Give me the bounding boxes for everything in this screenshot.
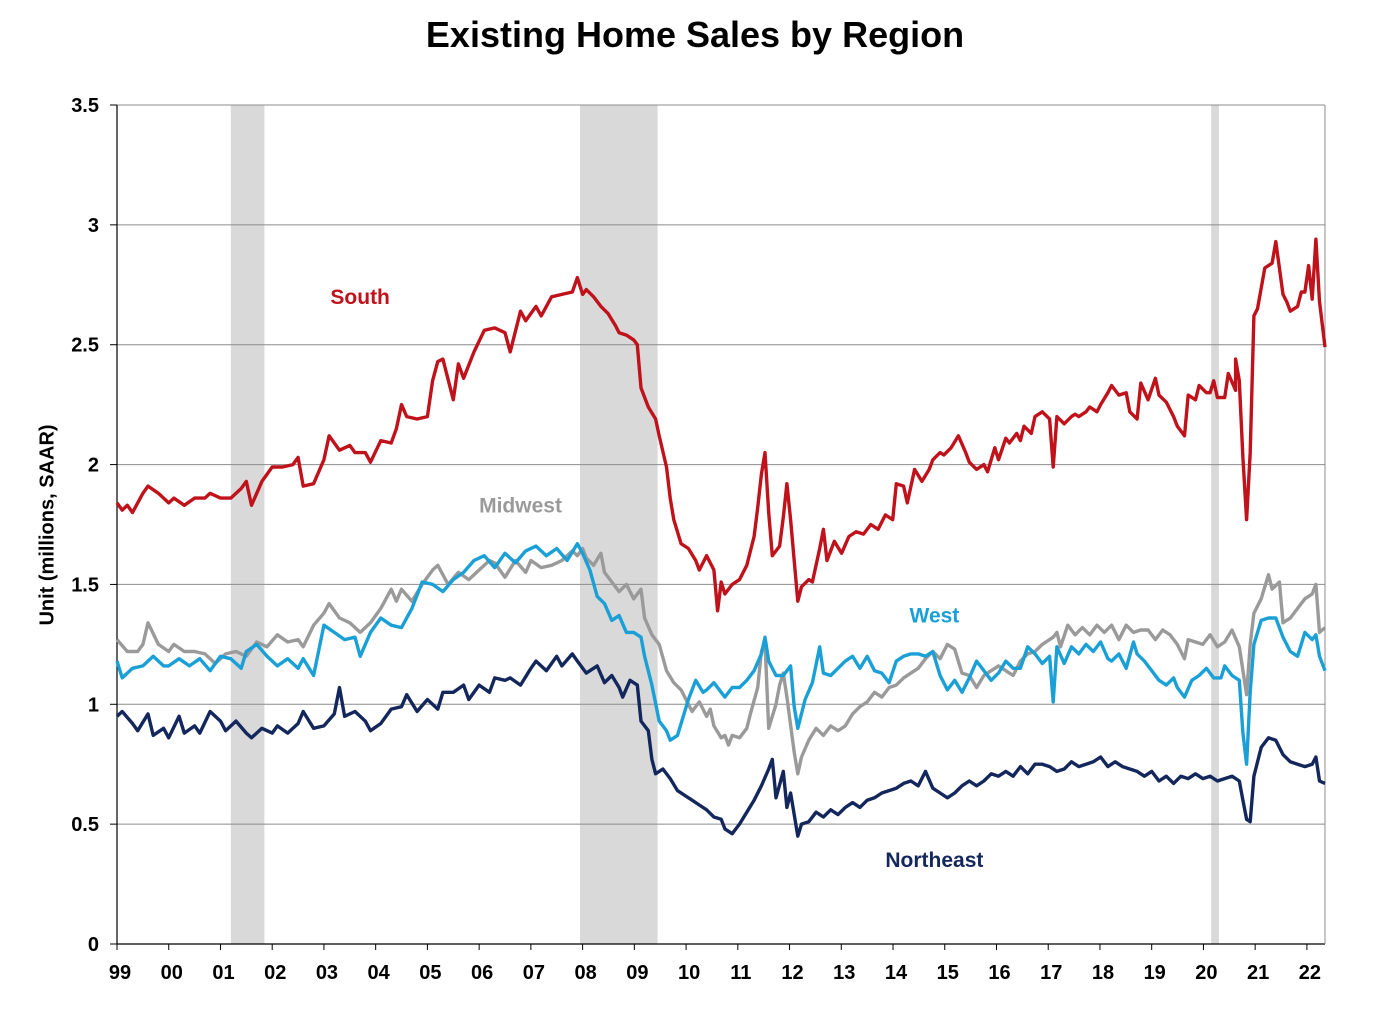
x-tick-label: 04 — [368, 962, 391, 984]
x-tick-label: 10 — [678, 962, 700, 984]
series-label-northeast: Northeast — [885, 849, 983, 872]
x-tick-label: 21 — [1247, 962, 1269, 984]
series-line-northeast — [115, 652, 1326, 838]
recession-band — [580, 105, 658, 944]
x-tick-label: 14 — [885, 962, 908, 984]
x-tick-label: 99 — [109, 962, 131, 984]
y-tick-label: 2.5 — [71, 335, 99, 357]
x-tick-label: 20 — [1195, 962, 1217, 984]
recession-band — [230, 105, 265, 944]
x-tick-label: 15 — [937, 962, 959, 984]
y-tick-label: 1 — [88, 694, 99, 716]
y-tick-label: 3 — [88, 215, 99, 237]
x-tick-label: 03 — [316, 962, 338, 984]
recession-band — [1211, 105, 1219, 944]
y-tick-label: 0.5 — [71, 814, 99, 836]
x-tick-label: 05 — [419, 962, 441, 984]
x-tick-label: 12 — [781, 962, 803, 984]
series-line-west — [115, 542, 1327, 766]
gridlines — [110, 104, 1325, 950]
series-label-south: South — [330, 286, 389, 309]
x-tick-label: 11 — [730, 962, 751, 984]
x-tick-label: 16 — [988, 962, 1010, 984]
series-label-west: West — [910, 605, 960, 628]
x-tick-label: 09 — [626, 962, 648, 984]
x-tick-label: 01 — [212, 962, 234, 984]
x-tick-label: 19 — [1144, 962, 1166, 984]
y-tick-label: 3.5 — [71, 95, 99, 117]
series-labels: South Midwest West Northeast — [330, 286, 983, 872]
series-line-south — [115, 237, 1327, 613]
series-lines — [115, 237, 1327, 838]
x-tick-label: 06 — [471, 962, 493, 984]
x-tick-label: 08 — [574, 962, 596, 984]
y-tick-label: 1.5 — [71, 574, 99, 596]
x-tick-label: 00 — [161, 962, 183, 984]
y-tick-label: 0 — [88, 934, 99, 956]
y-tick-label: 2 — [88, 455, 99, 477]
series-label-midwest: Midwest — [479, 494, 562, 517]
series-line-midwest — [115, 546, 1327, 776]
x-tick-label: 18 — [1092, 962, 1114, 984]
x-tick-label: 22 — [1299, 962, 1321, 984]
x-tick-label: 07 — [523, 962, 545, 984]
tick-labels: 0 0.5 1 1.5 2 2.5 3 3.5 99 00 01 02 03 04 05 06 07 08 09 10… — [71, 95, 1321, 984]
axes — [116, 105, 1326, 945]
x-tick-label: 13 — [833, 962, 855, 984]
chart-title: Existing Home Sales by Region — [425, 14, 965, 55]
x-tick-label: 02 — [264, 962, 286, 984]
x-tick-label: 17 — [1040, 962, 1062, 984]
recession-bands — [230, 105, 1219, 944]
